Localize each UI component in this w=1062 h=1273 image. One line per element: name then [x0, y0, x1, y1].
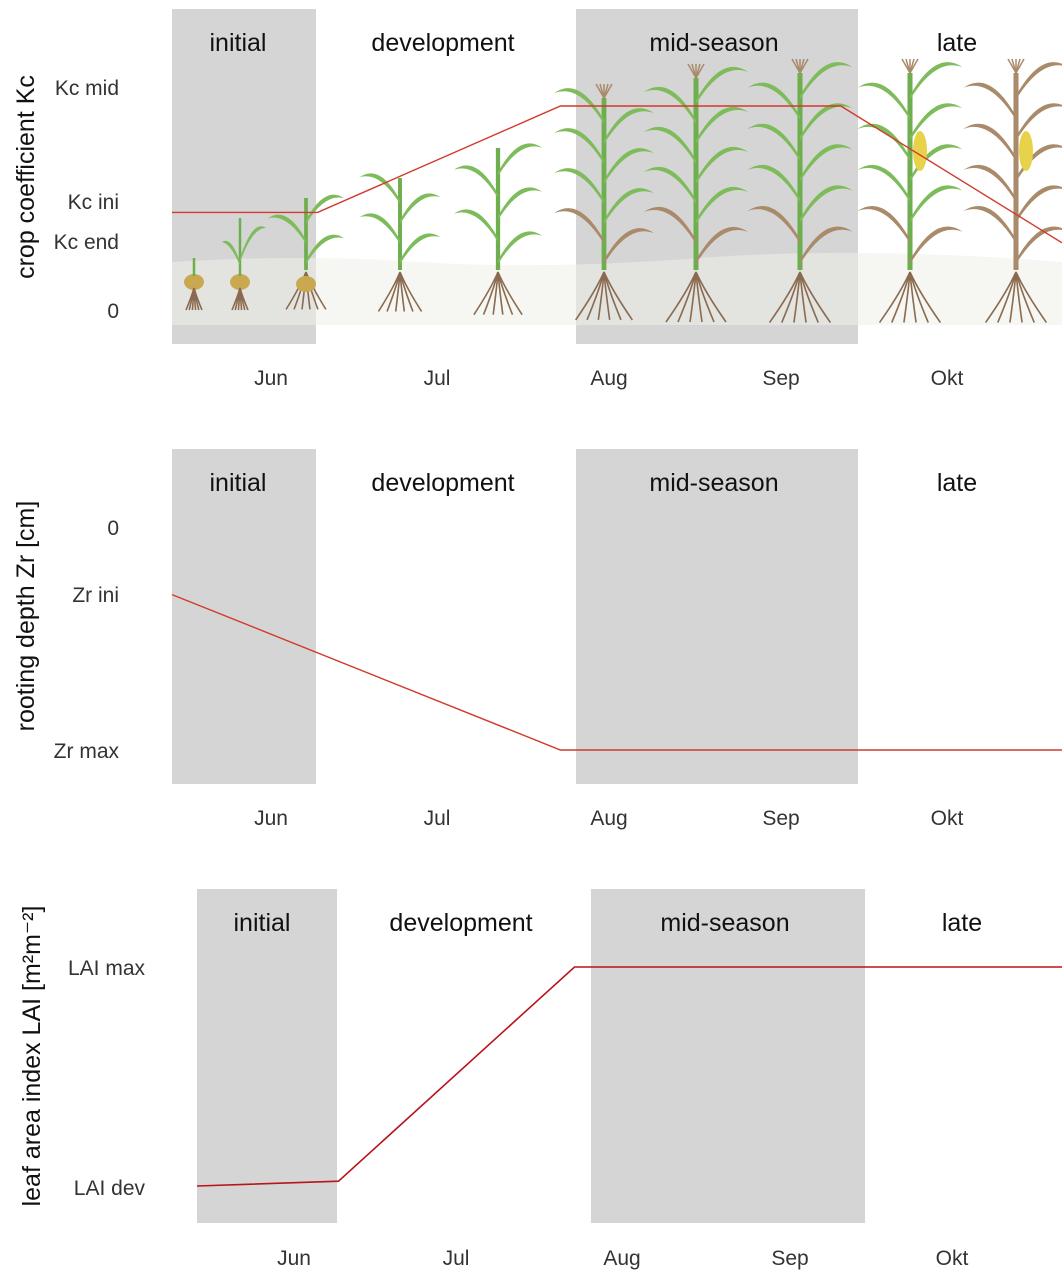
y-axis-title-zr: rooting depth Zr [cm] [12, 501, 40, 732]
stage-label-mid-season: mid-season [649, 469, 778, 497]
month-label-jun: Jun [254, 367, 288, 390]
series-line-zr [171, 593, 1062, 751]
panel-lai: initial development mid-season late LAI … [18, 889, 1062, 1270]
stage-label-initial: initial [210, 29, 267, 57]
y-tick-kc-end: Kc end [54, 231, 119, 254]
y-axis-title-kc: crop coefficient Kc [12, 75, 40, 279]
y-tick-lai-max: LAI max [68, 957, 146, 980]
stage-label-late: late [937, 469, 977, 497]
stage-label-mid-season: mid-season [649, 29, 778, 57]
month-label-jul: Jul [424, 807, 451, 830]
y-tick-kc-mid: Kc mid [55, 77, 119, 100]
ripening-maize-icon [963, 58, 1062, 323]
month-label-okt: Okt [936, 1247, 969, 1270]
stage-label-mid-season: mid-season [660, 909, 789, 937]
soil-band [172, 252, 1062, 325]
y-tick-zr-ini: Zr ini [72, 584, 119, 607]
stage-label-late: late [937, 29, 977, 57]
young-maize-icon [454, 143, 542, 316]
y-tick-zr-max: Zr max [54, 740, 120, 763]
shade-mid-season [591, 889, 865, 1223]
series-line-kc [172, 105, 1062, 244]
y-tick-zr-zero: 0 [107, 517, 119, 540]
y-axis-title-lai: leaf area index LAI [m²m⁻²] [18, 906, 46, 1207]
y-tick-lai-dev: LAI dev [74, 1177, 146, 1200]
young-maize-icon [359, 173, 441, 312]
panel-zr: initial development mid-season late 0 Zr… [12, 449, 1062, 830]
month-label-okt: Okt [931, 807, 964, 830]
panel-kc: initial development mid-season late Kc m… [12, 9, 1062, 390]
stage-label-late: late [942, 909, 982, 937]
stage-label-development: development [389, 909, 532, 937]
month-label-aug: Aug [590, 367, 627, 390]
stage-label-development: development [371, 469, 514, 497]
seed-sprout-icon [184, 258, 204, 311]
shade-initial [172, 449, 316, 784]
seedling-icon [267, 194, 345, 310]
month-label-jul: Jul [424, 367, 451, 390]
series-line-lai [196, 966, 1062, 1187]
month-label-sep: Sep [771, 1247, 808, 1270]
y-tick-kc-ini: Kc ini [68, 191, 119, 214]
seed-sprout-icon [222, 218, 266, 311]
y-tick-kc-zero: 0 [107, 300, 119, 323]
month-label-sep: Sep [762, 367, 799, 390]
stage-label-initial: initial [210, 469, 267, 497]
month-label-okt: Okt [931, 367, 964, 390]
shade-mid-season [576, 449, 858, 784]
month-label-jun: Jun [277, 1247, 311, 1270]
month-label-jul: Jul [443, 1247, 470, 1270]
shade-initial [197, 889, 337, 1223]
month-label-aug: Aug [590, 807, 627, 830]
month-label-sep: Sep [762, 807, 799, 830]
stage-label-initial: initial [234, 909, 291, 937]
stage-label-development: development [371, 29, 514, 57]
month-label-aug: Aug [603, 1247, 640, 1270]
tall-maize-icon [644, 63, 748, 323]
month-label-jun: Jun [254, 807, 288, 830]
